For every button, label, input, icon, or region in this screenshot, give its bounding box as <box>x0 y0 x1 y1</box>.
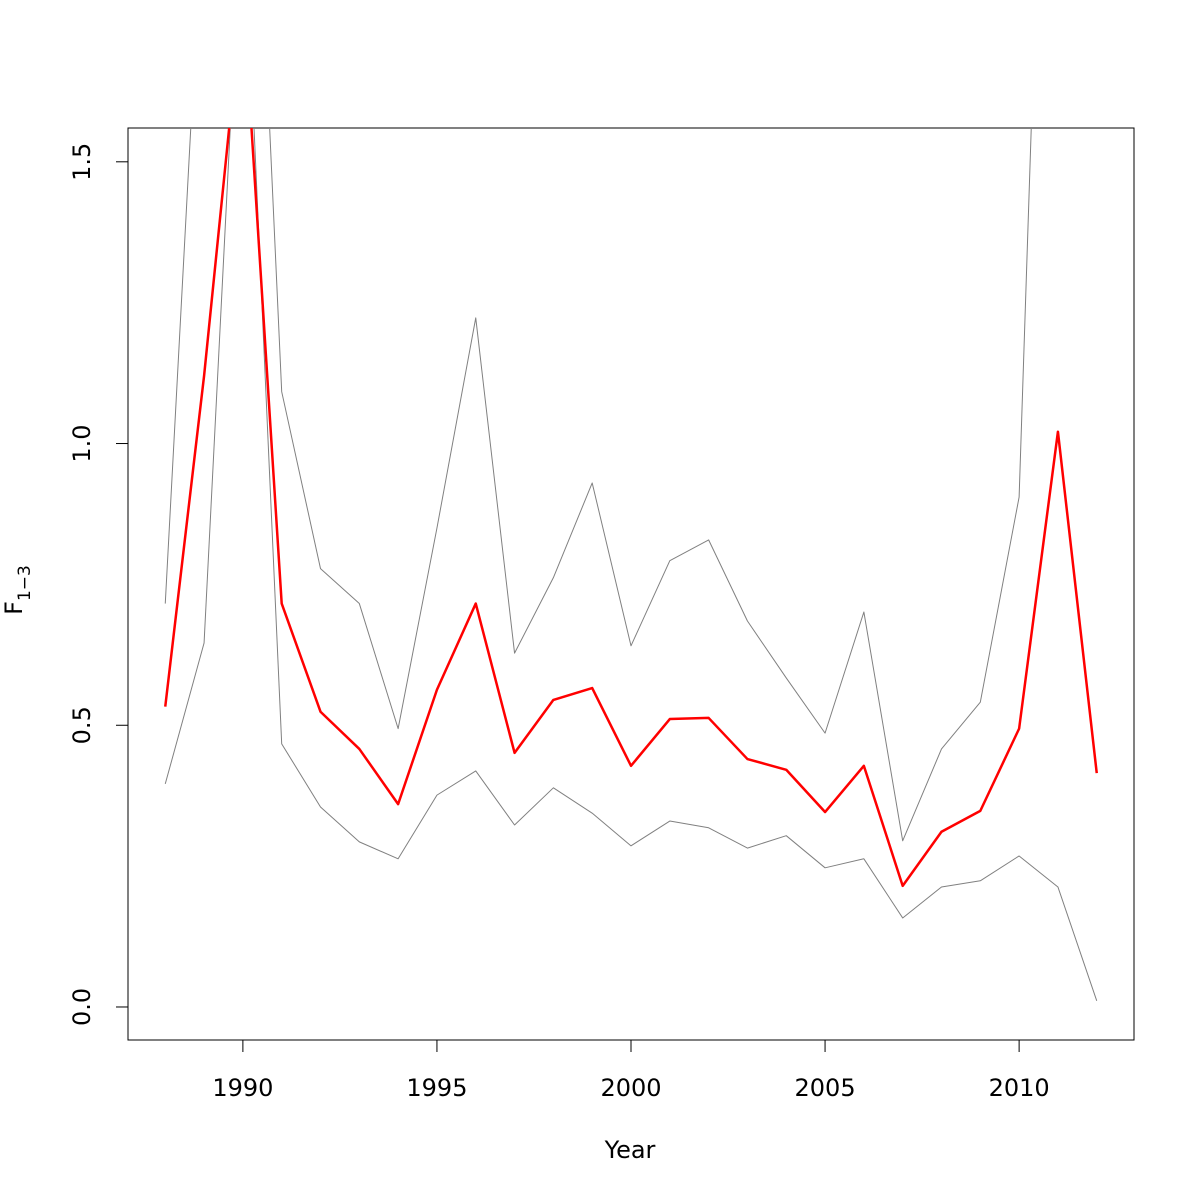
y-tick-label: 1.0 <box>68 424 96 462</box>
y-axis-label-sub: 1−3 <box>15 565 35 601</box>
x-tick-label: 1995 <box>406 1074 467 1102</box>
x-tick-label: 2000 <box>600 1074 661 1102</box>
x-tick-label: 2010 <box>989 1074 1050 1102</box>
y-axis-label: F1−3 <box>0 565 35 615</box>
plot-box <box>127 127 1135 1041</box>
y-axis-label-main: F <box>0 601 28 615</box>
lines <box>164 128 1098 1001</box>
y-tick-label: 1.5 <box>68 143 96 181</box>
x-tick-label: 1990 <box>212 1074 273 1102</box>
series-line <box>164 128 1098 888</box>
series-line <box>164 128 1032 842</box>
y-tick-label: 0.0 <box>68 988 96 1026</box>
y-tick-label: 0.5 <box>68 706 96 744</box>
x-tick-label: 2005 <box>795 1074 856 1102</box>
series-line <box>164 128 1098 1001</box>
x-axis-label: Year <box>604 1136 656 1164</box>
